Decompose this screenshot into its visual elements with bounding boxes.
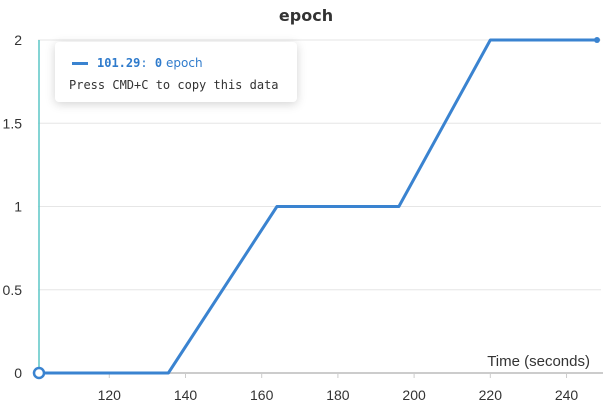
hover-point [32, 366, 46, 380]
x-tick-label: 240 [555, 387, 579, 403]
x-tick-label: 180 [326, 387, 350, 403]
x-tick-label: 120 [98, 387, 122, 403]
y-tick-label: 1 [14, 199, 22, 215]
tooltip-copy-hint: Press CMD+C to copy this data [69, 78, 279, 92]
series-swatch [72, 61, 88, 65]
y-tick-label: 0.5 [3, 282, 23, 298]
tooltip-series-name: epoch [166, 56, 203, 70]
x-axis-label: Time (seconds) [487, 353, 590, 370]
series-lines[interactable] [32, 37, 600, 380]
x-tick-label: 220 [479, 387, 503, 403]
tooltip-series-row: 101.29 : 0 epoch [69, 54, 283, 72]
x-tick-label: 140 [174, 387, 198, 403]
y-tick-label: 0 [14, 365, 22, 381]
chart-title: epoch [279, 6, 333, 25]
data-tooltip: 101.29 : 0 epoch Press CMD+C to copy thi… [55, 42, 297, 102]
y-tick-label: 2 [14, 32, 22, 48]
x-tick-label: 200 [402, 387, 426, 403]
tooltip-separator: : [140, 56, 155, 70]
y-tick-label: 1.5 [3, 115, 23, 131]
y-axis: 0 0.5 1 1.5 2 [3, 32, 23, 381]
series-end-point [594, 37, 600, 43]
tooltip-x-value: 101.29 [97, 56, 141, 70]
x-tick-labels: 120 140 160 180 200 220 240 [98, 373, 579, 403]
series-line-epoch[interactable] [38, 38, 597, 375]
tooltip-y-value: 0 [154, 56, 163, 70]
x-tick-label: 160 [250, 387, 274, 403]
